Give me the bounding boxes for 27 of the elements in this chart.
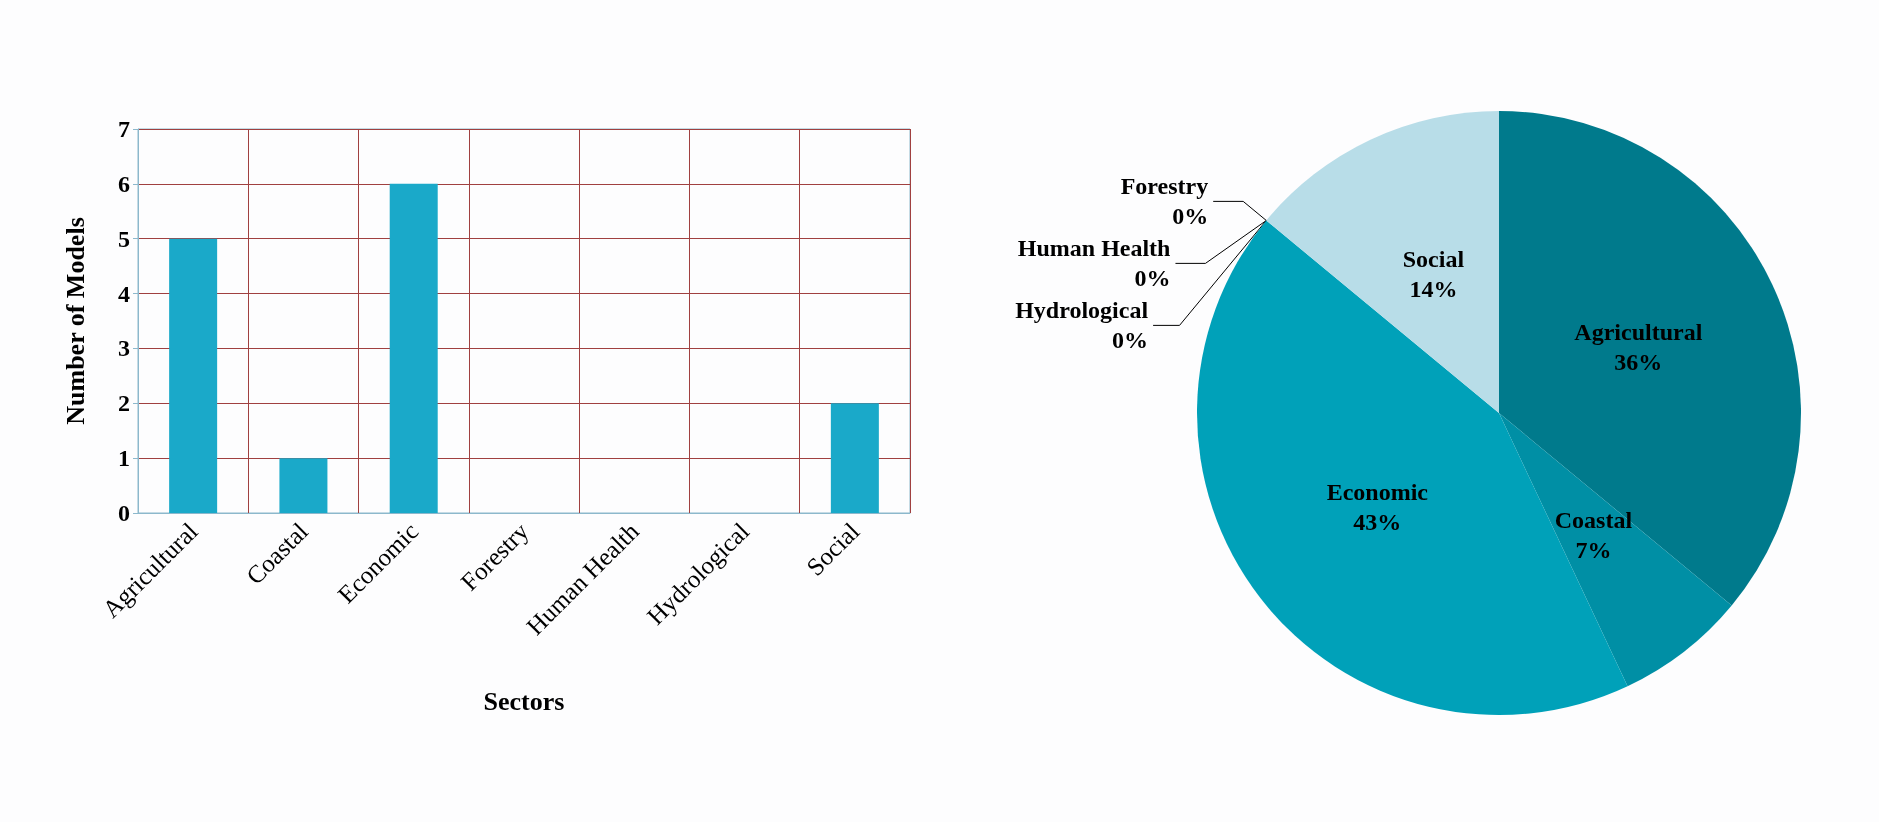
legend-label: Human Health xyxy=(1017,235,1171,262)
data-label: 36% xyxy=(1614,349,1663,376)
y-tick-label: 1 xyxy=(118,445,130,472)
text: 0% xyxy=(1172,203,1209,230)
y-tick-label: 5 xyxy=(118,225,130,252)
y-tick-label: 6 xyxy=(118,170,130,197)
y-axis-title: Number of Models xyxy=(60,217,90,425)
y-tick-label: 7 xyxy=(118,116,130,142)
bar xyxy=(389,183,438,513)
text: 0% xyxy=(1112,327,1149,354)
slice-label: Agricultural xyxy=(1574,319,1703,346)
y-tick-label: 2 xyxy=(118,390,130,417)
y-tick-label: 4 xyxy=(118,280,130,307)
bar xyxy=(279,458,328,513)
category-label: Hydrological xyxy=(1015,297,1149,324)
data-label: 14% xyxy=(1409,275,1458,302)
bar xyxy=(169,238,218,513)
text: 0% xyxy=(1134,265,1171,292)
x-axis-title: Sectors xyxy=(483,686,565,716)
data-label: 7% xyxy=(1575,536,1612,563)
slice-label: Economic xyxy=(1326,479,1429,506)
y-tick-label: 3 xyxy=(118,335,130,362)
y-tick-label: 0 xyxy=(118,500,130,526)
category-label: Forestry xyxy=(1120,173,1209,200)
data-label: 43% xyxy=(1353,509,1402,536)
bar xyxy=(830,403,879,513)
slice-label: Social xyxy=(1402,245,1465,272)
